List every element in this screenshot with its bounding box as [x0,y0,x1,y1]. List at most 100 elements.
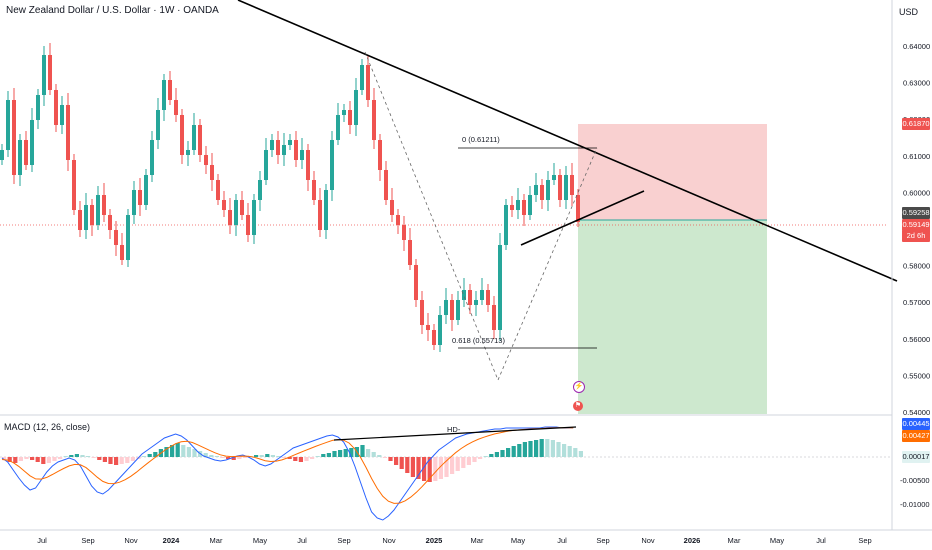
macd-histogram-bar [410,457,415,477]
price-tick-label: 0.63000 [903,79,930,88]
macd-histogram-bar [455,457,460,471]
macd-histogram-bar [472,457,477,462]
candle-body [498,245,502,330]
lightning-icon[interactable]: ⚡ [573,381,585,393]
candle-body [384,170,388,200]
price-tick-label: 0.57000 [903,298,930,307]
time-tick-label: 2025 [426,536,443,545]
candle-body [354,90,358,125]
macd-histogram-bar [298,457,303,462]
macd-histogram-bar [35,457,40,462]
candle-body [462,290,466,300]
time-tick-label: Mar [210,536,223,545]
candle-body [210,165,214,180]
macd-divergence-line [333,426,577,441]
macd-histogram-bar [30,457,35,460]
candle-body [216,180,220,200]
macd-histogram-bar [125,457,130,463]
time-tick-label: Jul [557,536,567,545]
signal-line [1,427,574,504]
macd-histogram-bar [282,457,287,458]
candle-body [270,140,274,150]
candle-body [312,180,316,200]
macd-label-macd: 0.00445 [902,418,930,430]
time-tick-label: Sep [81,536,94,545]
macd-histogram-bar [203,453,208,457]
candle-body [534,185,538,195]
macd-histogram-bar [52,457,57,461]
macd-histogram-bar [326,453,331,457]
macd-histogram-bar [242,457,247,458]
price-label-last: 0.59258 [902,207,930,219]
macd-histogram-bar [181,445,186,457]
macd-histogram-bar [416,457,421,479]
candle-body [324,190,328,230]
macd-histogram-bar [46,457,51,463]
macd-histogram-bar [237,457,242,459]
candle-body [372,100,376,140]
macd-histogram-bar [522,442,527,457]
macd-histogram-bar [214,456,219,457]
candle-body [282,145,286,155]
candle-body [468,290,472,305]
stop-loss-zone [578,124,767,220]
macd-tick-label: -0.00500 [900,476,930,485]
candle-body [378,140,382,170]
macd-histogram-bar [562,444,567,457]
macd-histogram-bar [69,455,74,457]
candle-body [540,185,544,200]
candle-body [120,245,124,260]
macd-histogram-bar [528,441,533,457]
price-tick-label: 0.56000 [903,335,930,344]
candle-body [174,100,178,115]
macd-histogram-bar [483,456,488,457]
time-tick-label: Jul [37,536,47,545]
candle-body [366,65,370,100]
time-tick-label: 2024 [163,536,181,545]
flag-icon[interactable]: ⚑ [573,401,583,411]
candle-body [360,65,364,90]
candle-body [60,105,64,125]
macd-histogram-bar [259,455,264,457]
candle-body [102,195,106,215]
candle-body [186,150,190,155]
macd-histogram-bar [534,440,539,457]
chart-title: New Zealand Dollar / U.S. Dollar · 1W · … [6,5,219,16]
macd-histogram-bar [58,457,63,459]
macd-line [1,426,574,521]
candle-body [0,150,4,160]
macd-histogram-bar [343,449,348,457]
candle-body [12,100,16,175]
macd-histogram-bar [226,457,231,459]
macd-histogram-bar [433,457,438,481]
time-tick-label: Mar [471,536,484,545]
price-tick-label: 0.54000 [903,408,930,417]
macd-histogram-bar [276,456,281,457]
candle-body [18,140,22,175]
price-tick-label: 0.61000 [903,152,930,161]
macd-histogram-bar [142,456,147,457]
macd-histogram-bar [478,457,483,459]
candle-body [6,100,10,150]
macd-histogram-bar [186,447,191,457]
macd-histogram-bar [578,451,583,457]
macd-histogram-bar [287,457,292,459]
candle-body [456,300,460,320]
candle-body [54,90,58,125]
macd-histogram-bar [192,449,197,457]
candle-body [42,55,46,95]
candle-body [450,300,454,320]
take-profit-zone [578,220,767,414]
time-tick-label: Sep [337,536,350,545]
macd-histogram-bar [450,457,455,474]
candle-body [444,300,448,315]
macd-histogram-bar [360,445,365,457]
candle-body [84,205,88,230]
macd-histogram-bar [130,457,135,461]
macd-histogram-bar [220,457,225,458]
candle-body [336,115,340,140]
price-tick-label: 0.55000 [903,371,930,380]
candle-body [552,175,556,180]
candle-body [300,150,304,160]
macd-histogram-bar [506,448,511,457]
